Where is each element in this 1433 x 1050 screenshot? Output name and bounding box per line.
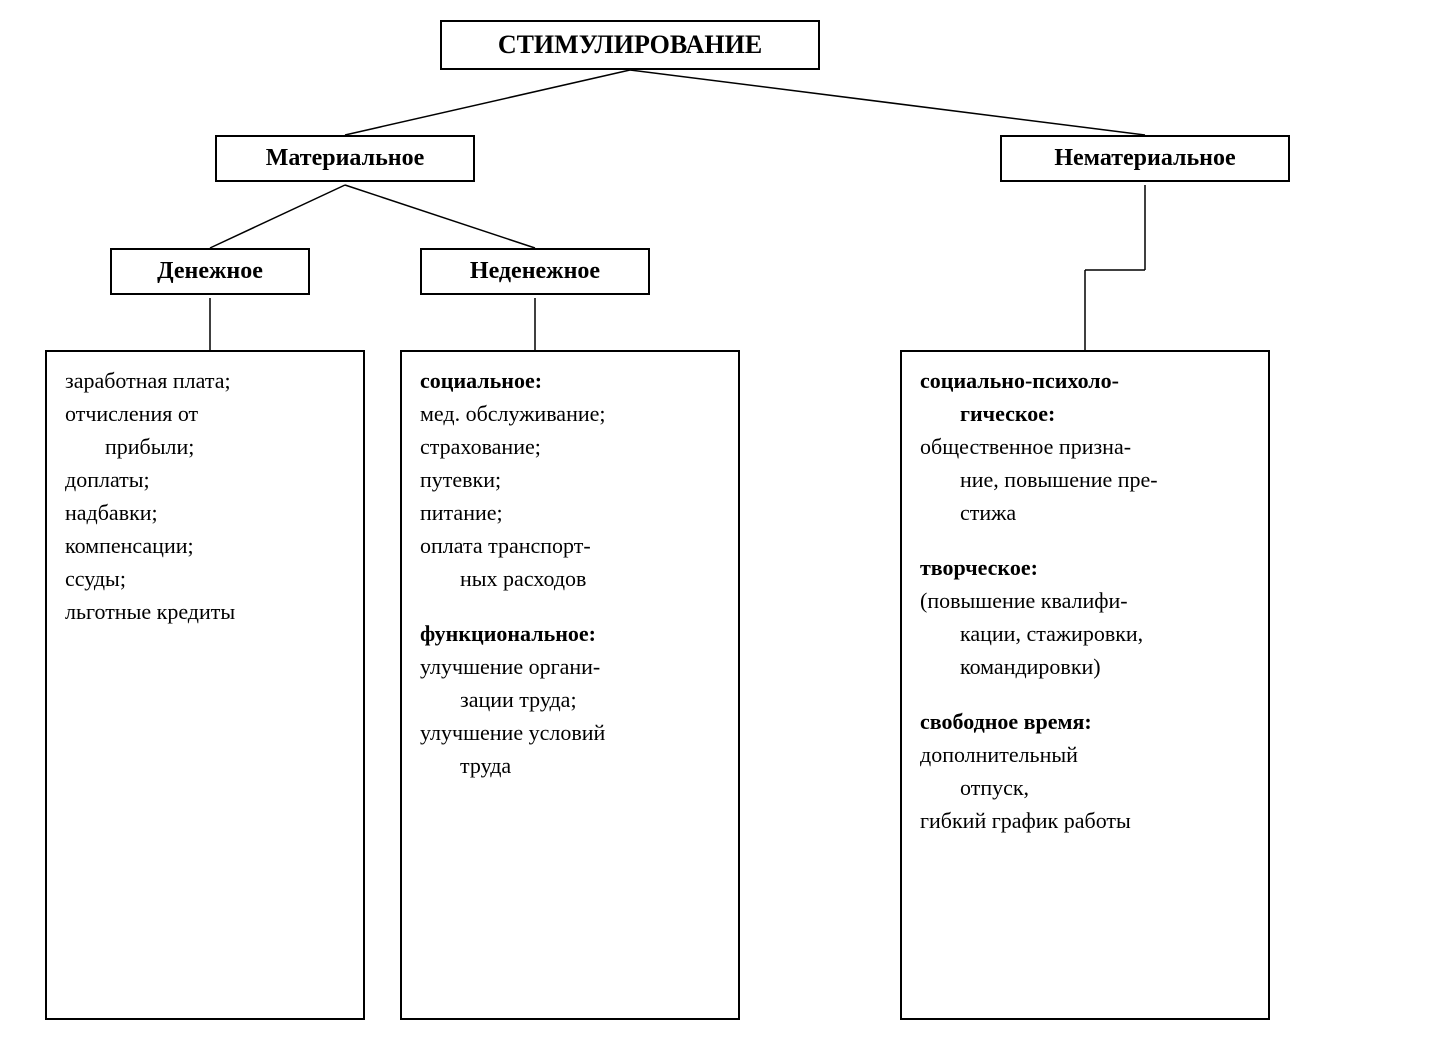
section-title: свободное время: xyxy=(920,705,1250,738)
section-title: социально-психоло- xyxy=(920,364,1250,397)
content-line: путевки; xyxy=(420,463,720,496)
section-title: социальное: xyxy=(420,364,720,397)
monetary-content: заработная плата;отчисления отприбыли;до… xyxy=(45,350,365,1020)
content-line: труда xyxy=(420,749,720,782)
content-line: отпуск, xyxy=(920,771,1250,804)
nonmonetary-node: Неденежное xyxy=(420,248,650,295)
content-line: страхование; xyxy=(420,430,720,463)
immaterial-label: Нематериальное xyxy=(1054,145,1235,171)
content-line: отчисления от xyxy=(65,397,345,430)
content-line: оплата транспорт- xyxy=(420,529,720,562)
content-line: ссуды; xyxy=(65,562,345,595)
material-label: Материальное xyxy=(266,145,425,171)
content-line: мед. обслуживание; xyxy=(420,397,720,430)
root-node: СТИМУЛИРОВАНИЕ xyxy=(440,20,820,70)
section-title: функциональное: xyxy=(420,617,720,650)
content-line: зации труда; xyxy=(420,683,720,716)
content-line: компенсации; xyxy=(65,529,345,562)
immaterial-node: Нематериальное xyxy=(1000,135,1290,182)
content-line: общественное призна- xyxy=(920,430,1250,463)
content-line: кации, стажировки, xyxy=(920,617,1250,650)
content-line: улучшение условий xyxy=(420,716,720,749)
content-line: ных расходов xyxy=(420,562,720,595)
section-title-cont: гическое: xyxy=(920,397,1250,430)
content-line: командировки) xyxy=(920,650,1250,683)
root-label: СТИМУЛИРОВАНИЕ xyxy=(498,30,762,59)
nonmonetary-label: Неденежное xyxy=(470,258,600,284)
content-line: дополнительный xyxy=(920,738,1250,771)
content-line: гибкий график работы xyxy=(920,804,1250,837)
monetary-node: Денежное xyxy=(110,248,310,295)
content-line: питание; xyxy=(420,496,720,529)
material-node: Материальное xyxy=(215,135,475,182)
content-line: улучшение органи- xyxy=(420,650,720,683)
content-line: льготные кредиты xyxy=(65,595,345,628)
content-line: заработная плата; xyxy=(65,364,345,397)
content-line: доплаты; xyxy=(65,463,345,496)
content-line: прибыли; xyxy=(65,430,345,463)
content-line: надбавки; xyxy=(65,496,345,529)
content-line: ние, повышение пре- xyxy=(920,463,1250,496)
monetary-label: Денежное xyxy=(157,258,263,284)
content-line: (повышение квалифи- xyxy=(920,584,1250,617)
content-line: стижа xyxy=(920,496,1250,529)
immaterial-content: социально-психоло-гическое:общественное … xyxy=(900,350,1270,1020)
section-title: творческое: xyxy=(920,551,1250,584)
nonmonetary-content: социальное:мед. обслуживание;страхование… xyxy=(400,350,740,1020)
